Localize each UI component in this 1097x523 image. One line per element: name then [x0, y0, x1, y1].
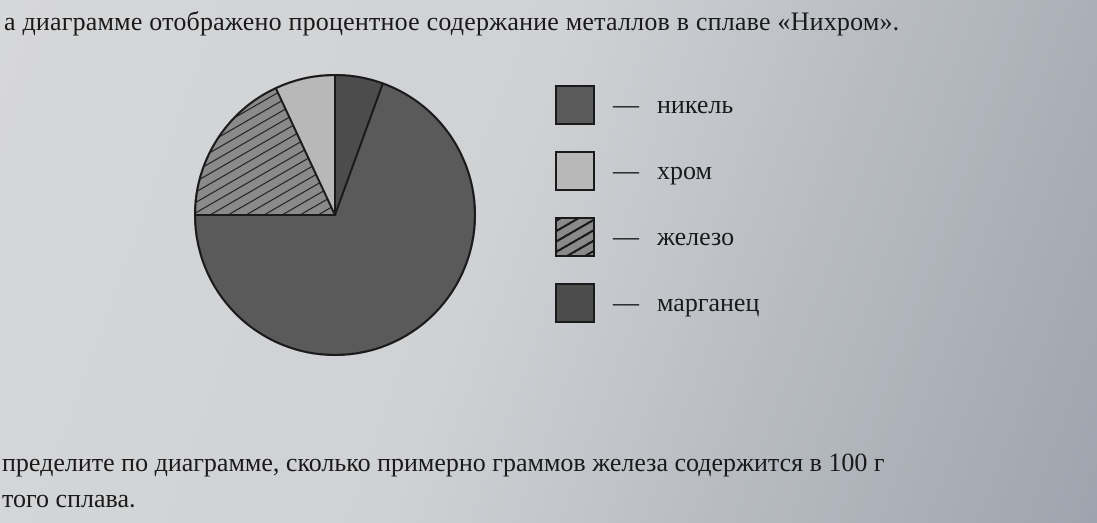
- legend-swatch-никель: [555, 85, 595, 125]
- legend-row-хром: — хром: [555, 151, 759, 191]
- legend-dash: —: [613, 222, 639, 252]
- legend-swatch-марганец: [555, 283, 595, 323]
- legend-dash: —: [613, 288, 639, 318]
- legend-label-железо: железо: [657, 222, 734, 252]
- legend-label-хром: хром: [657, 156, 712, 186]
- question-line-1: пределите по диаграмме, сколько примерно…: [2, 448, 885, 477]
- legend-swatch-железо: [555, 217, 595, 257]
- legend: — никель — хром — железо — марганец: [555, 85, 759, 323]
- question-line-2: того сплава.: [2, 484, 135, 513]
- page-root: а диаграмме отображено процентное содерж…: [0, 0, 1097, 523]
- legend-dash: —: [613, 156, 639, 186]
- legend-label-марганец: марганец: [657, 288, 759, 318]
- legend-dash: —: [613, 90, 639, 120]
- problem-title: а диаграмме отображено процентное содерж…: [0, 6, 1097, 39]
- legend-row-марганец: — марганец: [555, 283, 759, 323]
- legend-row-железо: — железо: [555, 217, 759, 257]
- problem-question: пределите по диаграмме, сколько примерно…: [0, 445, 1097, 518]
- pie-chart-svg: [190, 70, 480, 360]
- legend-row-никель: — никель: [555, 85, 759, 125]
- pie-chart: [190, 70, 480, 360]
- legend-label-никель: никель: [657, 90, 733, 120]
- legend-swatch-хром: [555, 151, 595, 191]
